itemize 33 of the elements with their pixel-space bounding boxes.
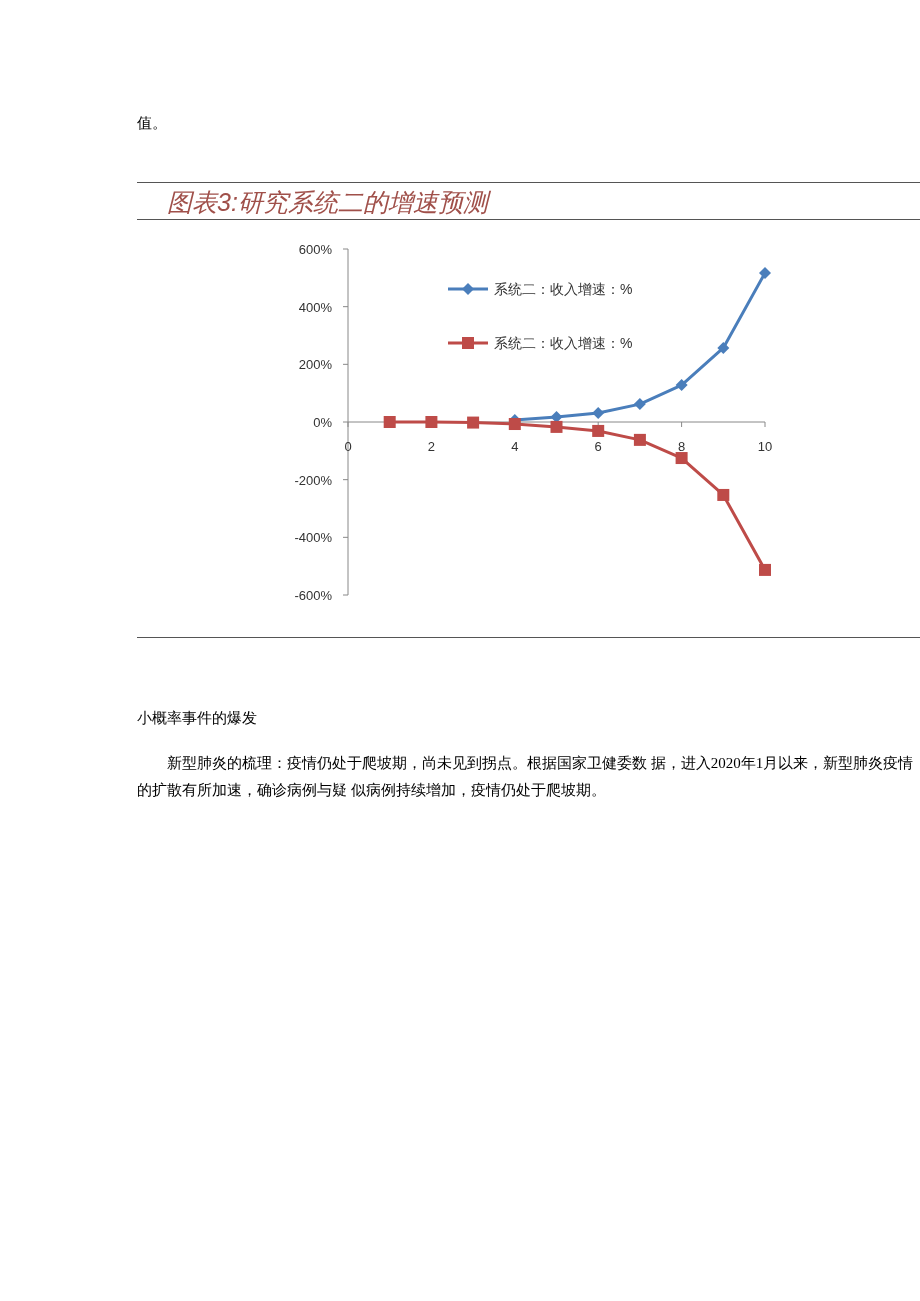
legend-label: 系统二：收入增速：% — [494, 281, 633, 297]
text: 小概率事件的爆发 — [137, 709, 258, 728]
point — [675, 452, 688, 465]
point — [717, 341, 730, 354]
point — [592, 424, 605, 437]
point — [592, 407, 605, 420]
y-tick-label: 400% — [298, 299, 333, 315]
legend-label: 系统二：收入增速：% — [494, 335, 633, 351]
x-tick-label: 6 — [594, 439, 602, 454]
point — [633, 433, 646, 446]
text: 新型肺炎的梳理：疫情仍处于爬坡期，尚未见到拐点。根据国家卫健委数 据，进入2020年1月以来，新型肺炎疫情的扩散有所加速，确诊病例与疑 似病例持续增加，疫情仍处于爬坡期。 — [137, 754, 915, 800]
y-tick-label: 0% — [313, 415, 333, 430]
y-tick-label: 200% — [298, 357, 333, 373]
x-tick-label: 4 — [511, 439, 519, 454]
x-tick-label: 0 — [344, 439, 352, 454]
point — [717, 488, 730, 501]
y-tick-label: -400% — [294, 530, 333, 546]
y-tick-label: 600% — [298, 242, 333, 257]
x-tick-label: 8 — [677, 439, 686, 454]
y-tick-label: -200% — [294, 472, 333, 488]
point — [633, 398, 646, 411]
x-tick-label: 10 — [757, 439, 773, 454]
point — [508, 418, 521, 431]
point — [467, 416, 480, 429]
point — [550, 420, 563, 433]
point — [425, 416, 438, 428]
point — [759, 266, 771, 279]
point — [759, 563, 771, 576]
y-tick-label: -600% — [294, 588, 333, 603]
point — [383, 416, 396, 428]
text: 值。 — [137, 114, 167, 133]
x-tick-label: 2 — [427, 439, 436, 454]
point — [675, 379, 688, 392]
